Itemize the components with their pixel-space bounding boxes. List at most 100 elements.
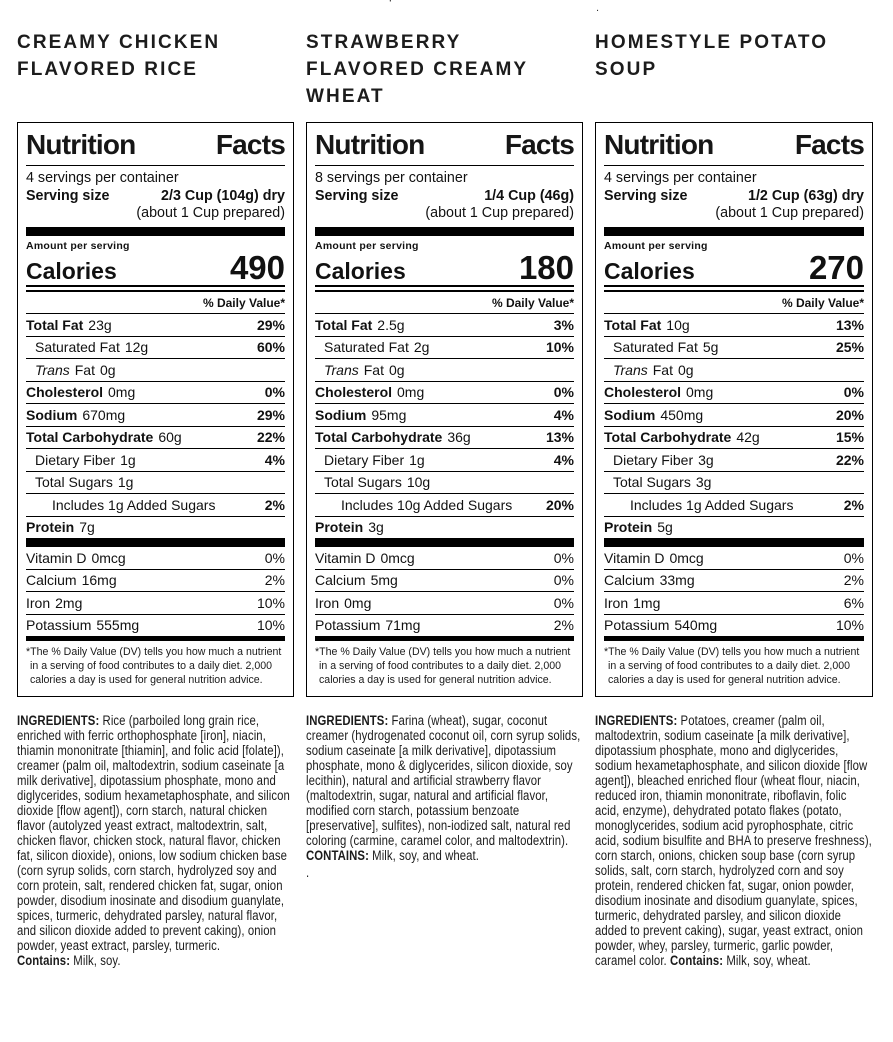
nutrient-amount: 0g bbox=[99, 361, 116, 378]
nutrient-amount: 12g bbox=[124, 339, 149, 356]
ingredients-text: Potatoes, creamer (palm oil, maltodextri… bbox=[595, 712, 872, 968]
nutrient-row: Cholesterol 0mg 0% bbox=[26, 380, 285, 404]
medium-bar bbox=[26, 636, 285, 642]
nutrient-name-group: Cholesterol 0mg bbox=[315, 384, 424, 400]
vitamin-rows: Vitamin D 0mcg 0% Calcium 33mg 2% Iron 1mg 6% Pot… bbox=[604, 547, 864, 636]
daily-value-footnote: *The % Daily Value (DV) tells you how mu… bbox=[315, 646, 571, 686]
nutrient-row: Total Fat 10g 13% bbox=[604, 313, 864, 336]
nutrient-amount: 540mg bbox=[674, 617, 718, 634]
nutrient-name-group: Trans Fat 0g bbox=[35, 362, 116, 378]
calories-label: Calories bbox=[604, 258, 695, 285]
nutrient-name-group: Calcium 33mg bbox=[604, 572, 695, 588]
contains-line: CONTAINS: Milk, soy, and wheat. bbox=[306, 848, 583, 863]
serving-size-note: (about 1 Cup prepared) bbox=[715, 205, 864, 221]
nutrient-name-group: Sodium 450mg bbox=[604, 407, 703, 423]
daily-value-percent: 0% bbox=[843, 549, 864, 566]
ingredients-text: Farina (wheat), sugar, coconut creamer (… bbox=[306, 712, 581, 848]
serving-size-row: Serving size 1/2 Cup (63g) dry bbox=[604, 187, 864, 205]
nutrient-name-group: Vitamin D 0mcg bbox=[604, 550, 704, 566]
daily-value-percent: 0% bbox=[553, 549, 574, 566]
nutrient-amount: 0mg bbox=[686, 384, 714, 401]
daily-value-percent: 2% bbox=[264, 496, 285, 513]
nutrient-amount: 1g bbox=[117, 474, 134, 491]
nutrient-row: Protein 5g bbox=[604, 515, 864, 539]
thick-bar bbox=[26, 227, 285, 236]
nutrient-name-group: Total Carbohydrate 36g bbox=[315, 429, 471, 445]
nutrient-row: Protein 3g bbox=[315, 515, 574, 539]
nutrient-name: Dietary Fiber bbox=[35, 451, 116, 468]
nutrient-name-group: Cholesterol 0mg bbox=[26, 384, 135, 400]
nutrient-name: Fat bbox=[363, 361, 384, 378]
daily-value-percent: 60% bbox=[256, 339, 285, 356]
daily-value-percent: 10% bbox=[256, 594, 285, 611]
daily-value-percent: 20% bbox=[545, 496, 574, 513]
servings-per-container: 8 servings per container bbox=[315, 170, 468, 186]
nutrient-name: Dietary Fiber bbox=[613, 451, 694, 468]
nutrient-name-italic: Trans bbox=[324, 361, 359, 378]
nutrient-name-group: Iron 2mg bbox=[26, 595, 82, 611]
nutrient-name: Sodium bbox=[315, 406, 367, 423]
heading-word: Nutrition bbox=[315, 129, 425, 160]
trailing-dot: . bbox=[306, 864, 310, 880]
nutrient-name-group: Potassium 71mg bbox=[315, 617, 420, 633]
daily-value-percent: 10% bbox=[835, 617, 864, 634]
divider bbox=[315, 165, 574, 166]
product-title: CREAMY CHICKEN FLAVORED RICE bbox=[17, 32, 221, 80]
nutrient-rows: Total Fat 23g 29% Saturated Fat 12g 60% Trans F… bbox=[26, 313, 285, 538]
nutrition-facts-panel: Nutrition Facts 4 servings per container… bbox=[595, 122, 873, 697]
nutrient-name-group: Sodium 95mg bbox=[315, 407, 406, 423]
daily-value-percent: 0% bbox=[553, 594, 574, 611]
nutrient-name-group: Total Sugars 3g bbox=[613, 474, 711, 490]
nutrient-name: Cholesterol bbox=[315, 384, 393, 401]
nutrient-row: Total Fat 2.5g 3% bbox=[315, 313, 574, 336]
ingredients-text: Rice (parboiled long grain rice, enriche… bbox=[17, 712, 290, 953]
amount-per-serving-label: Amount per serving bbox=[315, 240, 419, 252]
nutrient-name-group: Total Carbohydrate 60g bbox=[26, 429, 182, 445]
nutrient-row: Dietary Fiber 3g 22% bbox=[604, 448, 864, 471]
serving-size-value: 1/2 Cup (63g) dry bbox=[748, 188, 864, 204]
nutrient-amount: 3g bbox=[368, 519, 384, 536]
stray-tick-mark: ' bbox=[389, 0, 392, 11]
calories-row: Calories 180 bbox=[315, 251, 574, 285]
daily-value-percent: 2% bbox=[264, 572, 285, 589]
nutrient-amount: 3g bbox=[695, 474, 712, 491]
nutrient-name-group: Dietary Fiber 3g bbox=[613, 452, 714, 468]
nutrient-name-group: Iron 0mg bbox=[315, 595, 371, 611]
calories-value: 270 bbox=[808, 249, 864, 286]
nutrient-name: Total Sugars bbox=[35, 474, 113, 491]
nutrient-name: Total Carbohydrate bbox=[26, 429, 154, 446]
nutrient-amount: 5g bbox=[657, 519, 673, 536]
nutrient-name-group: Trans Fat 0g bbox=[613, 362, 694, 378]
nutrient-amount: 0mg bbox=[397, 384, 425, 401]
nutrient-name-group: Protein 5g bbox=[604, 519, 673, 535]
nutrient-name-group: Includes 1g Added Sugars bbox=[630, 497, 793, 513]
nutrient-name-group: Total Carbohydrate 42g bbox=[604, 429, 760, 445]
nutrient-amount: 0g bbox=[388, 361, 405, 378]
nutrient-name-italic: Trans bbox=[35, 361, 70, 378]
amount-per-serving-label: Amount per serving bbox=[604, 240, 708, 252]
thick-bar bbox=[315, 227, 574, 236]
nutrient-name: Fat bbox=[74, 361, 95, 378]
nutrient-amount: 0mg bbox=[108, 384, 136, 401]
contains-label: Contains: bbox=[670, 952, 724, 968]
daily-value-percent: 15% bbox=[835, 429, 864, 446]
nutrient-row: Vitamin D 0mcg 0% bbox=[604, 547, 864, 569]
nutrient-amount: 3g bbox=[698, 451, 714, 468]
nutrient-amount: 0mcg bbox=[380, 549, 415, 566]
nutrient-name: Iron bbox=[604, 594, 629, 611]
nutrient-row: Dietary Fiber 1g 4% bbox=[315, 448, 574, 471]
daily-value-header: % Daily Value* bbox=[202, 296, 285, 311]
daily-value-percent: 0% bbox=[264, 384, 285, 401]
daily-value-percent: 22% bbox=[256, 429, 285, 446]
thick-bar bbox=[26, 538, 285, 548]
nutrient-amount: 0g bbox=[677, 361, 694, 378]
heading-word: Nutrition bbox=[604, 129, 714, 160]
daily-value-percent: 13% bbox=[835, 316, 864, 333]
nutrient-name: Total Carbohydrate bbox=[315, 429, 443, 446]
nutrient-name-group: Cholesterol 0mg bbox=[604, 384, 713, 400]
nutrient-amount: 670mg bbox=[82, 406, 126, 423]
nutrient-amount: 10g bbox=[406, 474, 431, 491]
nutrient-row: Calcium 5mg 0% bbox=[315, 568, 574, 592]
thick-bar bbox=[604, 227, 864, 236]
nutrient-row: Calcium 16mg 2% bbox=[26, 568, 285, 592]
